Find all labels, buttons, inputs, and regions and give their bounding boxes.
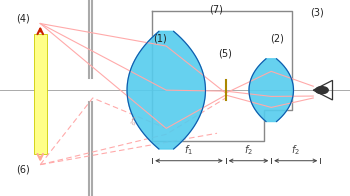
Text: (6): (6) <box>16 164 29 174</box>
Text: $f_2$: $f_2$ <box>244 143 253 157</box>
Text: (4): (4) <box>16 14 29 24</box>
Bar <box>34 34 47 154</box>
Text: $f_1$: $f_1$ <box>184 143 194 157</box>
Text: $f_2$: $f_2$ <box>291 143 300 157</box>
Polygon shape <box>249 59 294 122</box>
Text: $f_o$: $f_o$ <box>128 115 138 129</box>
Circle shape <box>316 87 328 94</box>
Text: (3): (3) <box>310 8 324 18</box>
Text: (2): (2) <box>271 33 285 43</box>
Text: (5): (5) <box>218 49 232 59</box>
Text: (7): (7) <box>209 5 223 15</box>
Polygon shape <box>127 31 205 149</box>
Text: (1): (1) <box>153 33 167 43</box>
